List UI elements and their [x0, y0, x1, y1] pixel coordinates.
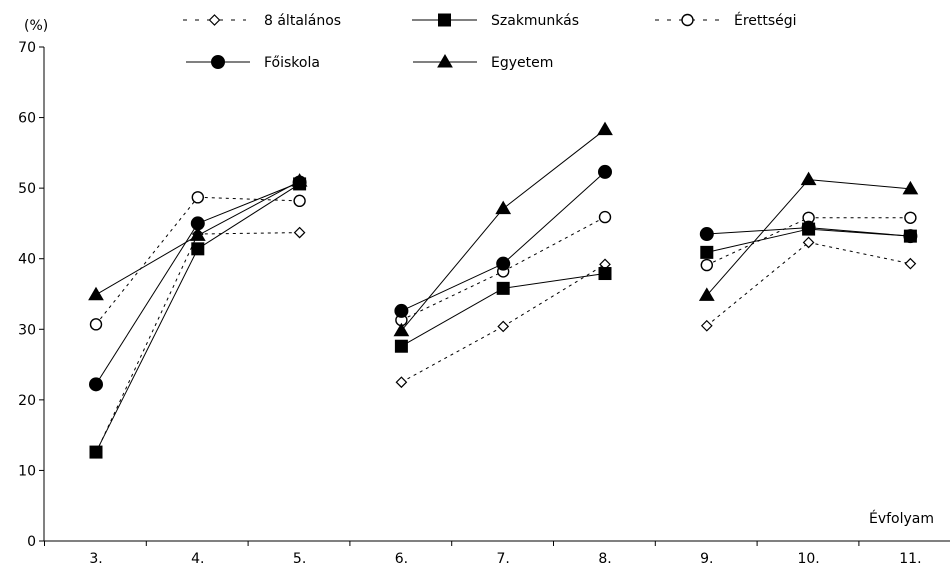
data-point [191, 191, 205, 204]
series-line-segment [502, 216, 606, 272]
data-point [393, 322, 410, 337]
series-line-segment [197, 182, 300, 224]
series-line-segment [95, 248, 199, 453]
legend-label: Főiskola [264, 55, 320, 71]
series-line-segment [706, 179, 809, 296]
data-point [700, 319, 713, 332]
data-point [903, 229, 918, 244]
x-axis-label: Évfolyam [869, 510, 934, 527]
series-line-segment [197, 183, 300, 250]
x-tick-label: 10. [797, 551, 819, 567]
data-point [700, 258, 713, 272]
data-point [597, 121, 613, 136]
series-line-segment [502, 171, 606, 265]
data-point [902, 180, 919, 195]
y-axis-label: (%) [24, 18, 48, 34]
data-point [801, 220, 816, 235]
y-tick-label: 40 [18, 252, 36, 268]
data-point [496, 281, 510, 295]
series-line-segment [95, 223, 199, 385]
legend-marker [437, 54, 453, 68]
series-line-segment [706, 227, 809, 235]
data-point [904, 257, 917, 270]
data-point [191, 242, 205, 256]
data-point [598, 267, 612, 281]
series-line-segment [808, 179, 911, 190]
series-line-segment [502, 129, 606, 210]
y-tick-label: 30 [18, 322, 36, 338]
x-tick-label: 7. [497, 551, 510, 567]
data-point [293, 226, 306, 239]
y-tick-label: 10 [18, 463, 36, 479]
series-line-segment [95, 233, 199, 453]
series-line-segment [808, 241, 911, 265]
data-point [88, 286, 104, 301]
series-line-segment [706, 217, 809, 266]
series-line-segment [502, 263, 606, 327]
series-line-segment [401, 263, 504, 312]
x-tick-label: 6. [395, 551, 408, 567]
data-point [291, 173, 308, 187]
data-point [496, 256, 511, 271]
data-point [89, 445, 103, 459]
legend-marker [438, 13, 451, 27]
data-point [800, 171, 817, 186]
legend-marker [211, 55, 225, 69]
legend-label: Érettségi [734, 12, 797, 29]
data-point [698, 287, 715, 301]
series-line-segment [706, 242, 809, 327]
y-tick-label: 0 [27, 534, 36, 550]
data-point [89, 377, 103, 392]
legend-label: Egyetem [491, 55, 553, 71]
series-line-segment [808, 227, 911, 237]
data-point [904, 211, 917, 224]
series-line-segment [95, 197, 199, 325]
x-tick-label: 9. [700, 551, 713, 567]
series-line-segment [706, 228, 809, 253]
data-point [700, 245, 714, 259]
legend-label: Szakmunkás [491, 13, 579, 29]
series-line-segment [401, 270, 504, 321]
data-point [189, 227, 206, 241]
series-line-segment [401, 326, 504, 383]
data-point [598, 210, 612, 224]
data-point [497, 320, 510, 333]
data-point [802, 236, 815, 249]
legend-marker [681, 13, 694, 27]
data-point [293, 194, 306, 208]
series-line-segment [197, 232, 300, 235]
data-point [89, 318, 103, 331]
x-tick-label: 5. [293, 551, 306, 567]
legend-label: 8 általános [264, 13, 341, 29]
data-point [699, 227, 714, 242]
y-tick-label: 60 [18, 111, 36, 127]
y-tick-label: 70 [18, 40, 36, 56]
x-tick-label: 4. [191, 551, 204, 567]
series-line-segment [401, 208, 504, 332]
series-line-segment [95, 234, 199, 296]
x-tick-label: 3. [89, 551, 102, 567]
x-tick-label: 8. [598, 551, 611, 567]
legend-marker [208, 14, 221, 26]
series-line-segment [503, 273, 606, 289]
series-line-segment [197, 180, 300, 236]
data-point [395, 376, 408, 389]
data-point [394, 339, 408, 353]
data-point [598, 164, 612, 179]
data-point [394, 303, 409, 318]
y-tick-label: 20 [18, 393, 36, 409]
data-point [495, 200, 512, 215]
y-tick-label: 50 [18, 181, 36, 197]
series-line-segment [197, 196, 300, 202]
x-tick-label: 11. [899, 551, 921, 567]
series-line-segment [401, 287, 504, 347]
